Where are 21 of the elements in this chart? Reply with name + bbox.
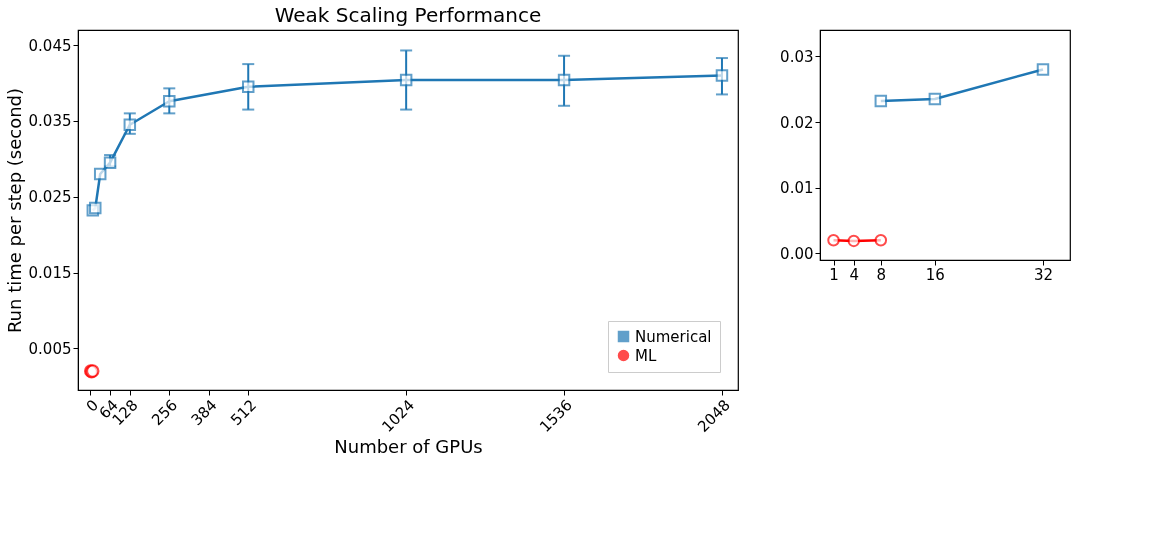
x-tick-label: 32 bbox=[1033, 265, 1054, 284]
y-tick-label: 0.02 bbox=[780, 113, 814, 132]
y-tick-label: 0.03 bbox=[780, 47, 814, 66]
x-tick-label: 384 bbox=[187, 396, 221, 430]
y-tick-label: 0.025 bbox=[28, 188, 72, 207]
y-tick-label: 0.015 bbox=[28, 264, 72, 283]
y-tick-label: 0.00 bbox=[780, 244, 814, 263]
x-tick-label: 8 bbox=[876, 265, 887, 284]
legend-label: Numerical bbox=[635, 327, 712, 346]
y-tick-label: 0.01 bbox=[780, 179, 814, 198]
y-tick-label: 0.005 bbox=[28, 339, 72, 358]
chart-title: Weak Scaling Performance bbox=[274, 3, 542, 27]
y-tick-label: 0.035 bbox=[28, 112, 72, 131]
x-tick-label: 4 bbox=[849, 265, 860, 284]
y-axis-title: Run time per step (second) bbox=[3, 87, 25, 334]
x-tick-label: 16 bbox=[925, 265, 945, 284]
y-tick-label: 0.045 bbox=[28, 36, 72, 55]
x-tick-label: 512 bbox=[227, 396, 261, 430]
x-tick-label: 1 bbox=[829, 265, 839, 284]
legend-label: ML bbox=[635, 346, 657, 365]
x-axis-title: Number of GPUs bbox=[334, 436, 483, 458]
